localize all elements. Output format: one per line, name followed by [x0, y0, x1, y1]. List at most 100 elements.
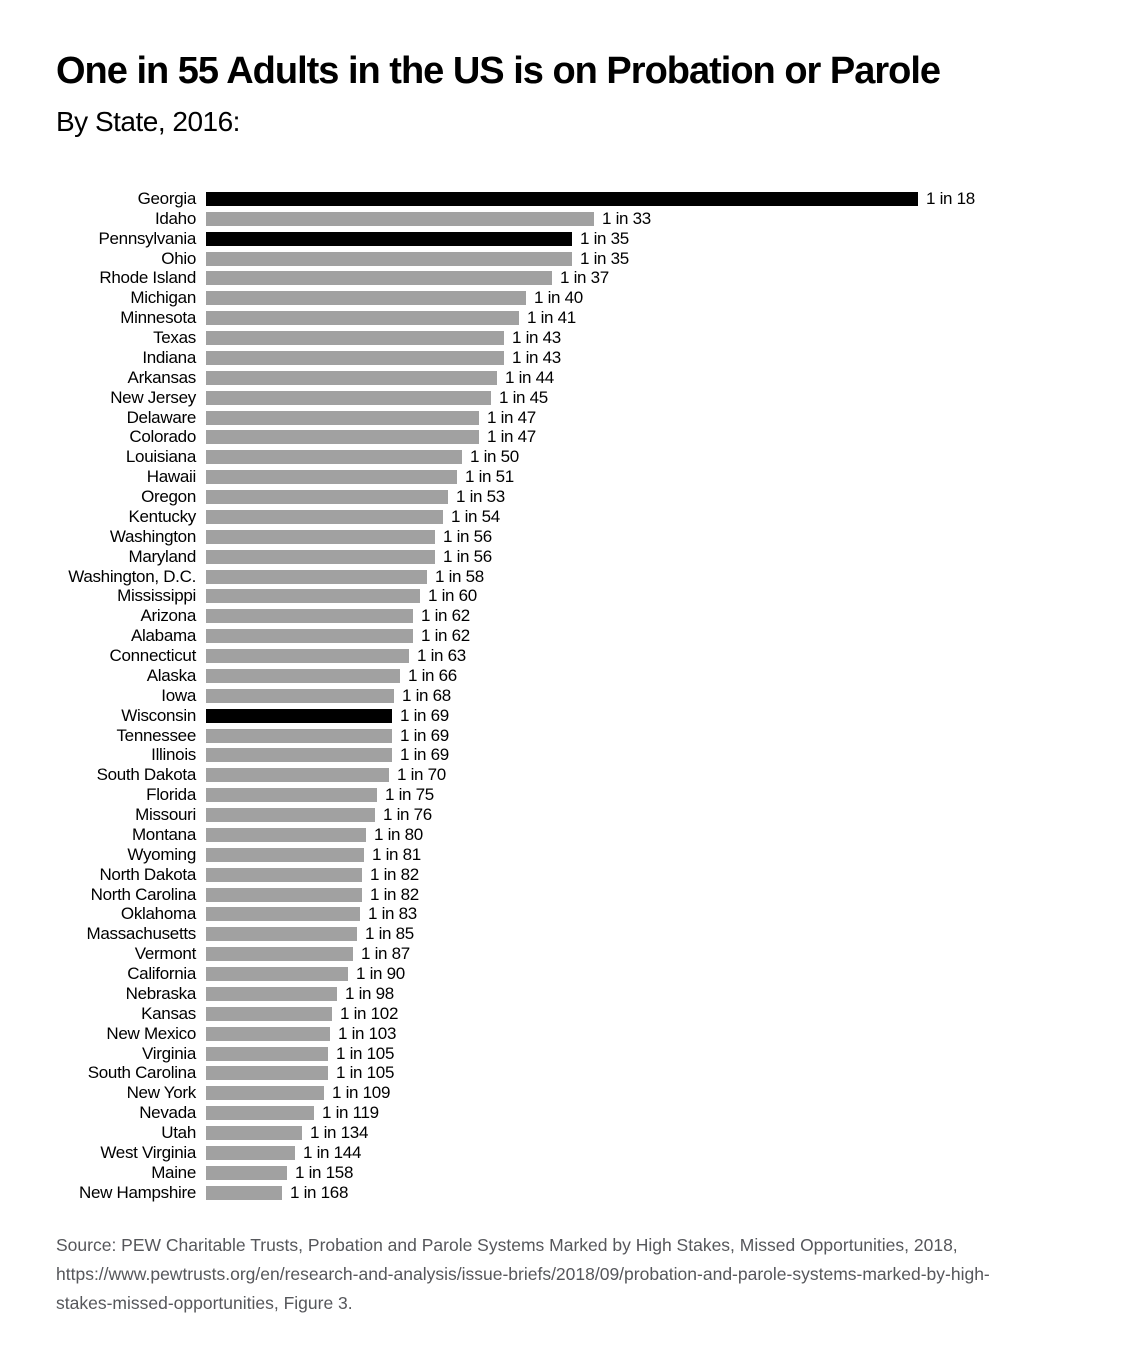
bar [206, 311, 519, 326]
bar-category-label: Alaska [146, 665, 197, 685]
bar [206, 350, 504, 365]
chart-subtitle: By State, 2016: [56, 106, 240, 137]
bar-category-label: New York [126, 1083, 197, 1103]
bar [206, 450, 462, 465]
bar-category-label: Oklahoma [120, 904, 196, 924]
bar-row: New York 1 in 109 [0, 1083, 1125, 1103]
bar-row: New Hampshire 1 in 168 [0, 1183, 1125, 1203]
bar-category-label: Pennsylvania [98, 228, 196, 248]
bar-category-label: Rhode Island [99, 268, 196, 288]
bar [206, 191, 918, 206]
bar-category-label: Indiana [142, 347, 196, 367]
bar-category-label: Washington [109, 526, 196, 546]
bar-row: Rhode Island 1 in 37 [0, 268, 1125, 289]
bar [206, 788, 377, 803]
bar-row: South Carolina 1 in 105 [0, 1063, 1125, 1084]
bar [206, 1106, 314, 1121]
bar [206, 668, 400, 683]
bar [206, 291, 526, 306]
bar-value-label: 1 in 66 [408, 665, 457, 685]
bar-value-label: 1 in 158 [295, 1162, 354, 1182]
bar-row: Wyoming 1 in 81 [0, 845, 1125, 865]
bar [206, 271, 552, 286]
bar-value-label: 1 in 54 [451, 506, 500, 526]
bar-value-label: 1 in 168 [290, 1182, 349, 1202]
bar-category-label: Wisconsin [121, 705, 196, 725]
bar [206, 1026, 330, 1041]
bar-value-label: 1 in 87 [361, 944, 410, 964]
bar-value-label: 1 in 60 [428, 586, 477, 606]
bar-category-label: Oregon [141, 487, 196, 507]
bar-value-label: 1 in 68 [402, 685, 451, 705]
bar [206, 927, 357, 942]
bar-value-label: 1 in 56 [443, 546, 492, 566]
bar-row: Massachusetts 1 in 85 [0, 924, 1125, 944]
bar-category-label: Maine [151, 1162, 196, 1182]
bar-value-label: 1 in 33 [602, 208, 651, 228]
bar-category-label: Hawaii [146, 467, 197, 487]
source-note-line: stakes-missed-opportunities, Figure 3. [56, 1293, 353, 1313]
bar-row: Michigan 1 in 40 [0, 288, 1125, 308]
bar-category-label: Vermont [134, 944, 197, 964]
bar-value-label: 1 in 56 [443, 526, 492, 546]
bar-row: Alaska 1 in 66 [0, 666, 1125, 686]
bar [206, 708, 392, 723]
bar-value-label: 1 in 69 [400, 705, 449, 725]
bar [206, 629, 413, 644]
bar-row: Oregon 1 in 53 [0, 487, 1125, 507]
bar-value-label: 1 in 85 [365, 924, 414, 944]
bar-value-label: 1 in 105 [336, 1063, 395, 1083]
bar [206, 986, 337, 1001]
bar [206, 609, 413, 624]
bar-row: Ohio 1 in 35 [0, 249, 1125, 269]
bar-row: Utah 1 in 134 [0, 1123, 1125, 1143]
bar-row: Arizona 1 in 62 [0, 606, 1125, 626]
bar-category-label: Arkansas [127, 367, 197, 387]
bar-row: Pennsylvania 1 in 35 [0, 229, 1125, 249]
bar-row: North Carolina 1 in 82 [0, 885, 1125, 905]
bar-row: Connecticut 1 in 63 [0, 646, 1125, 666]
bar-category-label: Colorado [129, 427, 196, 447]
bar [206, 827, 366, 842]
bar-value-label: 1 in 144 [303, 1142, 362, 1162]
bar-value-label: 1 in 47 [487, 427, 536, 447]
bar [206, 907, 360, 922]
bar-row: Virginia 1 in 105 [0, 1044, 1125, 1064]
bar-row: Washington, D.C. 1 in 58 [0, 567, 1125, 587]
bar-value-label: 1 in 45 [499, 387, 548, 407]
bar-value-label: 1 in 90 [356, 964, 405, 984]
bar [206, 509, 443, 524]
bar-category-label: Illinois [151, 745, 196, 765]
bar-value-label: 1 in 35 [580, 248, 629, 268]
bar [206, 1046, 328, 1061]
bar-category-label: Utah [161, 1123, 196, 1143]
bar-category-label: Missouri [135, 805, 196, 825]
bar [206, 529, 435, 544]
bar-value-label: 1 in 51 [465, 467, 514, 487]
bar [206, 768, 389, 783]
bar-category-label: South Carolina [87, 1063, 197, 1083]
bar-value-label: 1 in 76 [383, 805, 432, 825]
bar-row: Oklahoma 1 in 83 [0, 904, 1125, 925]
bar-value-label: 1 in 58 [435, 566, 484, 586]
bar-value-label: 1 in 103 [338, 1023, 397, 1043]
bar-row: West Virginia 1 in 144 [0, 1143, 1125, 1163]
bar-category-label: Georgia [137, 188, 197, 208]
bar-row: Delaware 1 in 47 [0, 408, 1125, 428]
bar-category-label: Arizona [140, 606, 196, 626]
bar-category-label: Louisiana [125, 447, 196, 467]
bar [206, 211, 594, 226]
bar [206, 728, 392, 743]
bar [206, 1165, 287, 1180]
bar-row: Maryland 1 in 56 [0, 547, 1125, 567]
bar-row: Wisconsin 1 in 69 [0, 706, 1125, 726]
bar-category-label: North Dakota [99, 864, 196, 884]
bar-value-label: 1 in 134 [310, 1123, 369, 1143]
bar-category-label: Washington, D.C. [68, 566, 196, 586]
bar-value-label: 1 in 40 [534, 288, 583, 308]
source-note: Source: PEW Charitable Trusts, Probation… [56, 1231, 990, 1318]
bar-value-label: 1 in 82 [370, 864, 419, 884]
bar-category-label: Kentucky [128, 506, 196, 526]
bar [206, 1185, 282, 1200]
bar-value-label: 1 in 43 [512, 328, 561, 348]
